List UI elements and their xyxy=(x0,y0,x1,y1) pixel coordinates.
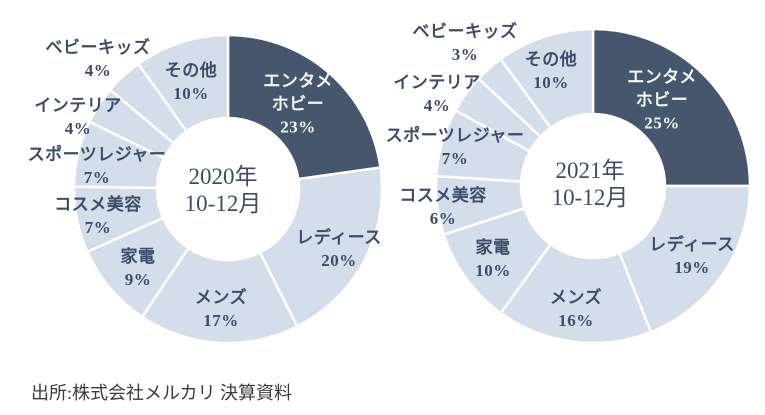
segment-name: レディース xyxy=(649,235,735,254)
segment-name: エンタメホビー xyxy=(263,71,333,114)
segment-value: 10% xyxy=(533,73,569,92)
segment-label-sports-leisure-2021: スポーツレジャー 7% xyxy=(386,124,525,170)
segment-value: 7% xyxy=(441,149,469,168)
chart-center-period-2021: 2021年 10-12月 xyxy=(552,157,629,211)
segment-label-mens-2021: メンズ 16% xyxy=(550,286,602,332)
segment-value: 6% xyxy=(429,209,457,228)
segment-name: スポーツレジャー xyxy=(27,145,167,164)
segment-name: 家電 xyxy=(120,247,156,266)
segment-value: 4% xyxy=(423,96,451,115)
segment-name: その他 xyxy=(524,50,578,69)
segment-name: メンズ xyxy=(194,288,248,307)
segment-name: コスメ美容 xyxy=(54,195,142,214)
donut-segment-レディース xyxy=(258,166,384,329)
period-year: 2020年 xyxy=(188,164,258,189)
segment-label-ladies-2020: レディース 20% xyxy=(296,226,381,272)
segment-value: 17% xyxy=(203,311,239,330)
segment-name: レディース xyxy=(296,228,382,247)
segment-label-mens-2020: メンズ 17% xyxy=(195,286,247,332)
period-months: 10-12月 xyxy=(184,191,262,216)
segment-name: 家電 xyxy=(475,238,511,257)
segment-label-entame-hobby-2021: エンタメホビー 25% xyxy=(622,66,702,135)
segment-value: 7% xyxy=(84,218,112,237)
segment-value: 23% xyxy=(280,117,316,137)
segment-label-kaden-2020: 家電 9% xyxy=(121,245,156,291)
segment-label-interior-2020: インテリア 4% xyxy=(34,94,122,140)
segment-value: 7% xyxy=(83,168,111,187)
segment-label-ladies-2021: レディース 19% xyxy=(649,233,734,279)
chart-center-period-2020: 2020年 10-12月 xyxy=(185,163,262,217)
period-months: 10-12月 xyxy=(551,185,629,210)
segment-label-other-2021: その他 10% xyxy=(525,48,578,94)
segment-name: エンタメホビー xyxy=(627,67,697,110)
segment-name: インテリア xyxy=(393,73,481,92)
segment-value: 10% xyxy=(475,261,511,280)
segment-label-sports-leisure-2020: スポーツレジャー 7% xyxy=(28,143,167,189)
segment-name: その他 xyxy=(164,61,218,80)
segment-name: ベビーキッズ xyxy=(412,22,518,41)
segment-label-kaden-2021: 家電 10% xyxy=(475,236,511,282)
segment-value: 4% xyxy=(64,119,92,138)
donut-segment-メンズ xyxy=(140,246,299,345)
segment-label-baby-kids-2020: ベビーキッズ 4% xyxy=(46,36,151,82)
donut-segment-エンタメホビー xyxy=(226,33,382,181)
segment-name: メンズ xyxy=(549,288,603,307)
donut-segment-メンズ xyxy=(498,242,653,345)
period-year: 2021年 xyxy=(555,158,625,183)
segment-name: コスメ美容 xyxy=(399,186,487,205)
segment-name: スポーツレジャー xyxy=(385,126,525,145)
segment-value: 9% xyxy=(124,270,152,289)
segment-label-other-2020: その他 10% xyxy=(165,59,218,105)
segment-value: 3% xyxy=(451,45,479,64)
segment-label-entame-hobby-2020: エンタメホビー 23% xyxy=(258,70,338,139)
segment-name: インテリア xyxy=(34,96,122,115)
segment-label-baby-kids-2021: ベビーキッズ 3% xyxy=(413,20,518,66)
segment-value: 25% xyxy=(644,113,680,133)
segment-value: 10% xyxy=(173,84,209,103)
donut-segment-その他 xyxy=(498,27,595,130)
donut-segment-その他 xyxy=(136,33,230,134)
segment-label-cosme-2020: コスメ美容 7% xyxy=(54,193,142,239)
segment-label-cosme-2021: コスメ美容 6% xyxy=(399,184,487,230)
donut-segment-エンタメホビー xyxy=(591,27,752,188)
segment-value: 20% xyxy=(321,251,357,270)
segment-value: 4% xyxy=(84,61,112,80)
segment-value: 19% xyxy=(674,258,710,277)
segment-value: 16% xyxy=(558,311,594,330)
donut-segment-レディース xyxy=(617,184,752,334)
source-caption: 出所:株式会社メルカリ 決算資料 xyxy=(31,383,292,403)
segment-label-interior-2021: インテリア 4% xyxy=(393,71,481,117)
segment-name: ベビーキッズ xyxy=(45,38,151,57)
